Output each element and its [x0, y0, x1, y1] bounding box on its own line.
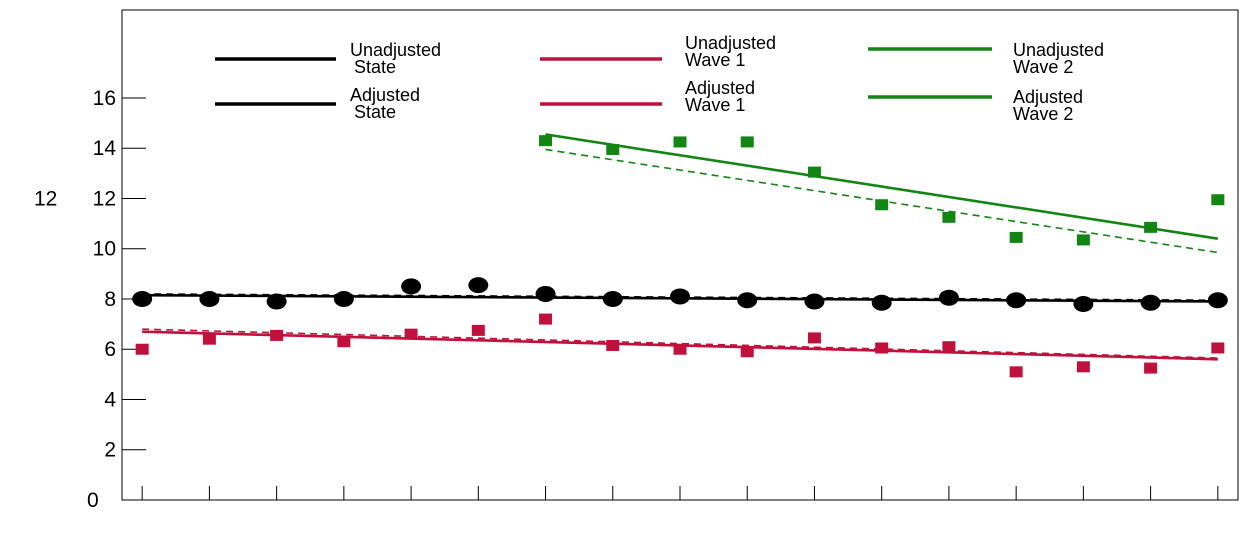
- state-points-marker: [199, 290, 220, 307]
- wave1-points-marker: [673, 343, 687, 355]
- legend-label-line: Unadjusted: [685, 33, 776, 53]
- wave1-points-marker: [1144, 362, 1158, 374]
- wave1-points-marker: [135, 343, 149, 355]
- y-axis-extra-label: 0: [87, 489, 99, 512]
- state-points-marker: [938, 289, 959, 306]
- state-points-marker: [670, 288, 690, 305]
- wave1-points-marker: [337, 336, 351, 348]
- y-tick-label: 12: [93, 187, 116, 210]
- legend-label-line: Adjusted: [350, 85, 420, 105]
- y-tick-label: 16: [93, 87, 116, 110]
- wave2-points-marker: [606, 143, 620, 155]
- state-points-marker: [737, 292, 758, 309]
- legend-label-line: Adjusted: [685, 78, 755, 98]
- wave1-points-marker: [807, 332, 821, 344]
- wave2-points-marker: [1211, 194, 1225, 206]
- wave2-points-marker: [673, 136, 687, 148]
- state-points-marker: [1006, 292, 1027, 309]
- legend-label-line: Wave 2: [1013, 57, 1073, 77]
- wave1-points-marker: [202, 333, 216, 345]
- state-points-marker: [266, 293, 287, 310]
- y-tick-label: 8: [104, 288, 116, 311]
- legend-label-ua-w2: Unadjusted Wave 2: [1013, 40, 1104, 77]
- y-tick-label: 14: [93, 137, 117, 160]
- state-points-marker: [871, 294, 892, 311]
- wave2-points-marker: [942, 211, 956, 223]
- wave2-points-marker: [1144, 221, 1158, 233]
- y-tick-label: 10: [93, 238, 116, 261]
- data-points: [132, 135, 1228, 378]
- wave1-points-marker: [875, 342, 889, 354]
- state-points-marker: [1207, 292, 1228, 309]
- legend-label-line: Unadjusted: [350, 40, 441, 60]
- wave2-points-marker: [539, 135, 553, 147]
- legend-label-a-state: Adjusted State: [350, 85, 420, 122]
- legend-label-line: Wave 2: [1013, 104, 1073, 124]
- legend-label-line: State: [354, 102, 396, 122]
- wave1-points-marker: [1009, 366, 1023, 378]
- state-points-marker: [468, 277, 489, 294]
- legend-label-a-w1: Adjusted Wave 1: [685, 78, 755, 115]
- wave2-points-marker: [875, 199, 889, 211]
- state-points-marker: [333, 290, 354, 307]
- y-tick-label: 4: [104, 388, 116, 411]
- state-points-marker: [132, 290, 153, 307]
- wave1-points-marker: [1076, 361, 1090, 373]
- legend-label-line: State: [354, 57, 396, 77]
- wave2-points-marker: [740, 136, 754, 148]
- legend-label-line: Adjusted: [1013, 87, 1083, 107]
- wave1-points-marker: [404, 328, 418, 340]
- y-axis: 2 4 6 8 10 12 14 16 12 0: [34, 87, 146, 512]
- state-points-marker: [804, 293, 825, 310]
- wave2-points-marker: [1076, 234, 1090, 246]
- wave2-points-marker: [1009, 231, 1023, 243]
- legend-label-line: Wave 1: [685, 95, 745, 115]
- state-points-marker: [401, 278, 422, 295]
- wave1-points-marker: [942, 341, 956, 353]
- x-axis: [141, 486, 1219, 500]
- legend-label-line: Unadjusted: [1013, 40, 1104, 60]
- legend-label-ua-state: Unadjusted State: [350, 40, 441, 77]
- y-tick-label: 2: [104, 439, 116, 462]
- wave1-points-marker: [270, 329, 284, 341]
- wave1-points-marker: [471, 324, 485, 336]
- state-points-marker: [1073, 296, 1094, 312]
- legend-label-line: Wave 1: [685, 50, 745, 70]
- plot-frame: [121, 9, 1239, 501]
- wave2-points-marker: [807, 166, 821, 178]
- legend-label-ua-w1: Unadjusted Wave 1: [685, 33, 776, 70]
- state-points-marker: [535, 285, 556, 302]
- wave1-points-marker: [606, 339, 620, 351]
- wave1-points-marker: [539, 313, 553, 325]
- y-tick-label: 6: [104, 338, 116, 361]
- state-points-marker: [602, 290, 623, 307]
- y-axis-extra-label: 12: [34, 187, 57, 210]
- state-points-marker: [1140, 294, 1161, 311]
- legend-label-a-w2: Adjusted Wave 2: [1013, 87, 1083, 124]
- wave2-unadj-fit-line: [545, 133, 1219, 240]
- wave1-points-marker: [740, 346, 754, 358]
- wave1-points-marker: [1211, 342, 1225, 354]
